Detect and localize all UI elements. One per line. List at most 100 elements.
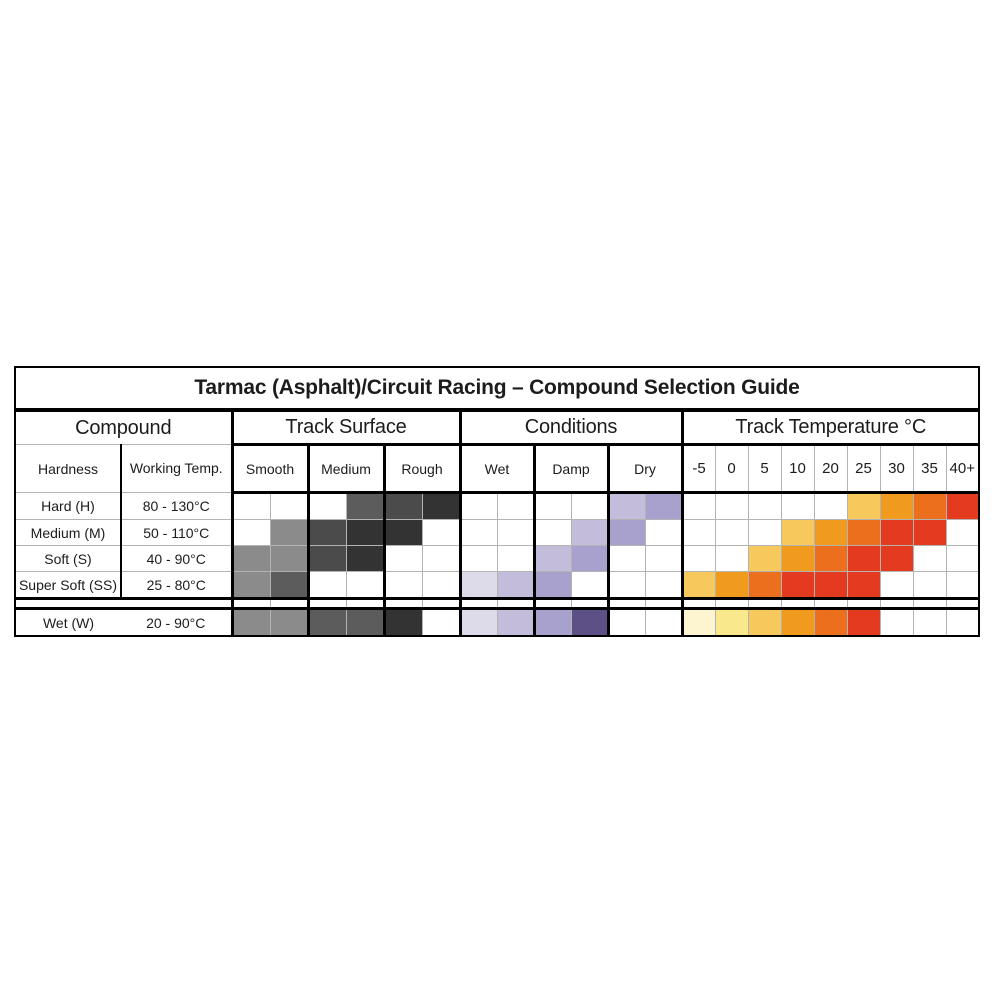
temperature-cell — [846, 608, 880, 636]
section-separator — [15, 597, 979, 610]
group-header-track-temperature: Track Temperature °C — [682, 410, 979, 446]
temperature-cell — [813, 608, 847, 636]
col-header-medium: Medium — [306, 444, 384, 494]
temperature-cell — [747, 492, 781, 520]
compound-label: Wet (W) — [15, 608, 121, 636]
surface-cell — [421, 519, 460, 546]
condition-cell — [458, 571, 497, 599]
surface-cell — [421, 571, 460, 599]
separator-cell — [570, 597, 608, 610]
temperature-cell — [747, 571, 781, 599]
surface-cell — [421, 492, 460, 520]
temperature-cell — [945, 519, 979, 546]
separator-cell — [846, 597, 880, 610]
condition-cell — [570, 571, 608, 599]
condition-cell — [532, 608, 571, 636]
temperature-cell — [747, 519, 781, 546]
compound-row-super-soft: Super Soft (SS) 25 - 80°C — [15, 571, 979, 599]
separator-cell — [606, 597, 645, 610]
temperature-cell — [813, 571, 847, 599]
condition-cell — [458, 608, 497, 636]
condition-cell — [570, 492, 608, 520]
surface-cell — [306, 608, 346, 636]
col-header-temp-20: 20 — [813, 444, 847, 494]
temperature-cell — [846, 519, 880, 546]
group-header-compound: Compound — [15, 410, 234, 445]
condition-cell — [532, 545, 571, 572]
surface-cell — [345, 519, 384, 546]
condition-cell — [496, 571, 534, 599]
condition-cell — [644, 571, 682, 599]
subheader-row: Hardness Working Temp. Smooth Medium Rou… — [15, 444, 979, 494]
separator-cell — [912, 597, 946, 610]
col-header-temp-30: 30 — [879, 444, 913, 494]
compound-selection-guide: Tarmac (Asphalt)/Circuit Racing – Compou… — [14, 366, 980, 637]
temperature-cell — [879, 545, 913, 572]
working-temp-value: 20 - 90°C — [121, 608, 232, 636]
separator-cell — [382, 597, 422, 610]
surface-cell — [230, 545, 270, 572]
condition-cell — [496, 519, 534, 546]
temperature-cell — [780, 571, 814, 599]
separator-cell — [747, 597, 781, 610]
temperature-cell — [945, 492, 979, 520]
surface-cell — [230, 492, 270, 520]
temperature-cell — [780, 519, 814, 546]
condition-cell — [458, 492, 497, 520]
temperature-cell — [747, 545, 781, 572]
temperature-cell — [945, 571, 979, 599]
temperature-cell — [780, 492, 814, 520]
condition-cell — [606, 519, 645, 546]
condition-cell — [570, 608, 608, 636]
col-header-temp-5: 5 — [747, 444, 781, 494]
compound-selection-table: Tarmac (Asphalt)/Circuit Racing – Compou… — [14, 366, 980, 637]
condition-cell — [644, 492, 682, 520]
condition-cell — [496, 608, 534, 636]
separator-cell — [306, 597, 346, 610]
title-row: Tarmac (Asphalt)/Circuit Racing – Compou… — [15, 367, 979, 412]
temperature-cell — [879, 519, 913, 546]
separator-cell — [780, 597, 814, 610]
temperature-cell — [846, 545, 880, 572]
temperature-cell — [680, 571, 715, 599]
surface-cell — [345, 608, 384, 636]
condition-cell — [644, 545, 682, 572]
temperature-cell — [912, 608, 946, 636]
temperature-cell — [846, 571, 880, 599]
group-header-row: Compound Track Surface Conditions Track … — [15, 410, 979, 446]
temperature-cell — [813, 545, 847, 572]
compound-label: Super Soft (SS) — [15, 571, 121, 599]
col-header-rough: Rough — [382, 444, 460, 494]
temperature-cell — [912, 519, 946, 546]
condition-cell — [532, 519, 571, 546]
temperature-cell — [680, 519, 715, 546]
surface-cell — [230, 571, 270, 599]
temperature-cell — [780, 608, 814, 636]
surface-cell — [269, 492, 308, 520]
col-header-temp-10: 10 — [780, 444, 814, 494]
surface-cell — [230, 608, 270, 636]
page-title: Tarmac (Asphalt)/Circuit Racing – Compou… — [15, 367, 979, 412]
temperature-cell — [714, 519, 748, 546]
condition-cell — [458, 545, 497, 572]
group-header-track-surface: Track Surface — [232, 410, 462, 446]
temperature-cell — [747, 608, 781, 636]
condition-cell — [570, 545, 608, 572]
condition-cell — [570, 519, 608, 546]
temperature-cell — [813, 519, 847, 546]
condition-cell — [496, 545, 534, 572]
separator-cell — [269, 597, 308, 610]
surface-cell — [382, 492, 422, 520]
surface-cell — [306, 571, 346, 599]
condition-cell — [496, 492, 534, 520]
col-header-smooth: Smooth — [230, 444, 308, 494]
surface-cell — [421, 608, 460, 636]
col-header-damp: Damp — [532, 444, 608, 494]
temperature-cell — [912, 571, 946, 599]
temperature-cell — [680, 608, 715, 636]
compound-table-body: Hard (H) 80 - 130°C Medium (M) 50 - 110°C So… — [15, 492, 979, 636]
surface-cell — [382, 571, 422, 599]
temperature-cell — [846, 492, 880, 520]
separator-cell — [644, 597, 682, 610]
compound-row-medium: Medium (M) 50 - 110°C — [15, 519, 979, 546]
